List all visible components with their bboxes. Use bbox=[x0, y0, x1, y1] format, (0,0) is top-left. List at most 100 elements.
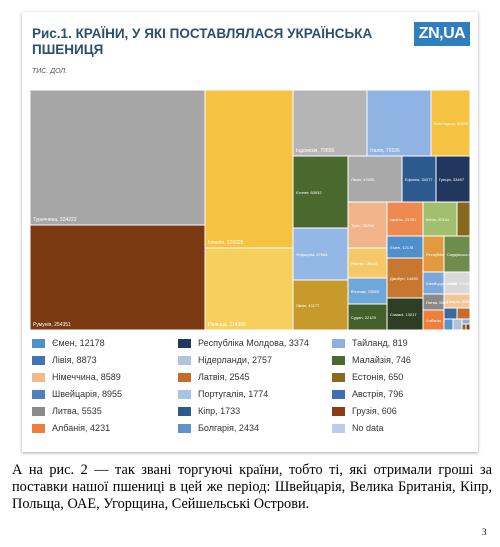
legend-label: Ємен, 12178 bbox=[52, 338, 105, 348]
legend-swatch bbox=[178, 338, 191, 348]
treemap-tile-label: Індонезія, 79658 bbox=[296, 148, 334, 154]
legend-label: Португалія, 1774 bbox=[198, 389, 269, 399]
legend-label: Республіка Молдова, 3374 bbox=[198, 338, 309, 348]
legend-swatch bbox=[332, 406, 345, 416]
legend-swatch bbox=[178, 423, 191, 433]
legend-item: No data bbox=[332, 423, 384, 433]
legend-swatch bbox=[32, 338, 45, 348]
legend-label: Лівія, 8873 bbox=[52, 355, 97, 365]
treemap-tile bbox=[461, 323, 467, 330]
treemap-tile-label: Румунія, 254351 bbox=[33, 322, 71, 328]
legend-label: Литва, 5535 bbox=[52, 406, 102, 416]
legend-label: Нідерланди, 2757 bbox=[198, 355, 272, 365]
legend-swatch bbox=[32, 372, 45, 382]
treemap-tile bbox=[292, 90, 368, 157]
legend-label: Латвія, 2545 bbox=[198, 372, 250, 382]
legend-item: Швейцарія, 8955 bbox=[32, 389, 122, 399]
legend-label: Німеччина, 8589 bbox=[52, 372, 121, 382]
legend-item: Латвія, 2545 bbox=[178, 372, 250, 382]
treemap: Туреччина, 324222 Румунія, 254351 Іспанія,… bbox=[30, 90, 470, 330]
treemap-tile-label: Ємен, 12178 bbox=[390, 245, 414, 250]
treemap-tile bbox=[461, 318, 470, 325]
legend-item: Грузія, 606 bbox=[332, 406, 397, 416]
treemap-tile-label: Сомалі, 13217 bbox=[390, 312, 417, 317]
treemap-tile bbox=[292, 155, 349, 229]
treemap-tile bbox=[456, 201, 470, 237]
treemap-tile bbox=[443, 307, 458, 320]
treemap-tile bbox=[443, 318, 454, 330]
treemap-tile-label: Литва, 5535 bbox=[426, 300, 449, 305]
legend-item: Австрія, 796 bbox=[332, 389, 403, 399]
legend-label: Швейцарія, 8955 bbox=[52, 389, 123, 399]
treemap-tile-label: Іспанія, 229325 bbox=[208, 240, 244, 246]
legend-swatch bbox=[332, 423, 345, 433]
treemap-tile bbox=[456, 307, 470, 320]
legend-item: Болгарія, 2434 bbox=[178, 423, 259, 433]
treemap-tile-label: Ліван, 43177 bbox=[296, 303, 320, 308]
legend-item: Литва, 5535 bbox=[32, 406, 102, 416]
zn-ua-logo: ZN,UA bbox=[414, 22, 470, 46]
legend-swatch bbox=[332, 372, 345, 382]
legend-item: Албанія, 4231 bbox=[32, 423, 110, 433]
legend-label: Грузія, 606 bbox=[352, 406, 397, 416]
legend-item: Лівія, 8873 bbox=[32, 355, 97, 365]
legend-item: Нідерланди, 2757 bbox=[178, 355, 272, 365]
treemap-tile-label: Кенія, 20144 bbox=[426, 217, 450, 222]
treemap-tile-label: Ефіопія, 34377 bbox=[405, 177, 433, 182]
treemap-tile-label: Ліван, 42005 bbox=[351, 177, 375, 182]
legend-label: Болгарія, 2434 bbox=[198, 423, 259, 433]
legend-swatch bbox=[178, 389, 191, 399]
treemap-tile-label: В'єтнам, 23585 bbox=[351, 289, 380, 294]
legend-swatch bbox=[178, 406, 191, 416]
treemap-tile-label: Оман, 13184 bbox=[447, 281, 470, 286]
legend-label: Кіпр, 1733 bbox=[198, 406, 241, 416]
treemap-tile bbox=[422, 201, 458, 237]
treemap-tile-label: Ізраїль, 21391 bbox=[390, 217, 417, 222]
treemap-tile-label: Албанія, 4231 bbox=[426, 318, 453, 323]
treemap-tile-label: Туніс, 30236 bbox=[351, 223, 374, 228]
treemap-tile-label: Угорщина, 47668 bbox=[296, 252, 328, 257]
treemap-tile-label: Швейцарія, 8955 bbox=[426, 281, 458, 286]
legend-item: Естонія, 650 bbox=[332, 372, 403, 382]
treemap-tile bbox=[386, 297, 424, 330]
legend-label: Естонія, 650 bbox=[352, 372, 404, 382]
chart-unit: ТИС. ДОЛ. bbox=[32, 68, 68, 75]
treemap-tile bbox=[292, 279, 349, 330]
treemap-tile bbox=[204, 247, 294, 330]
treemap-tile-label: Польща, 114366 bbox=[208, 322, 246, 328]
treemap-tile bbox=[386, 201, 424, 237]
legend-swatch bbox=[178, 372, 191, 382]
legend-swatch bbox=[332, 338, 345, 348]
legend-item: Португалія, 1774 bbox=[178, 389, 268, 399]
treemap-tile-label: Джибуті, 14893 bbox=[390, 276, 419, 281]
treemap-tile-label: Саудівська Аравія, 12499 bbox=[447, 252, 470, 257]
treemap-tile bbox=[386, 235, 424, 259]
treemap-tile bbox=[347, 247, 388, 279]
legend-swatch bbox=[178, 355, 191, 365]
legend-label: Тайланд, 819 bbox=[352, 338, 408, 348]
treemap-tile-label: Греція, 33497 bbox=[439, 177, 465, 182]
legend-item: Тайланд, 819 bbox=[332, 338, 408, 348]
legend-label: Албанія, 4231 bbox=[52, 423, 111, 433]
legend-item: Республіка Молдова, 3374 bbox=[178, 338, 309, 348]
treemap-tile bbox=[30, 90, 206, 226]
treemap-tile-label: Нігерія, 8589 bbox=[447, 299, 470, 304]
treemap-tile bbox=[465, 323, 470, 330]
treemap-tile bbox=[366, 90, 432, 157]
legend-label: Малайзія, 746 bbox=[352, 355, 411, 365]
legend-item: Кіпр, 1733 bbox=[178, 406, 240, 416]
treemap-tile-label: Італія, 70106 bbox=[370, 148, 400, 154]
legend-item: Ємен, 12178 bbox=[32, 338, 105, 348]
chart-title: Рис.1. КРАЇНИ, У ЯКІ ПОСТАВЛЯЛАСЯ УКРАЇН… bbox=[32, 26, 373, 57]
treemap-tile bbox=[30, 224, 206, 330]
legend-swatch bbox=[32, 389, 45, 399]
legend-swatch bbox=[332, 389, 345, 399]
legend-item: Малайзія, 746 bbox=[332, 355, 411, 365]
legend-swatch bbox=[32, 355, 45, 365]
page-number: 3 bbox=[482, 527, 487, 537]
legend-swatch bbox=[332, 355, 345, 365]
caption-paragraph: А на рис. 2 — так звані торгуючі країни,… bbox=[12, 462, 492, 512]
treemap-tile-label: Бангладеш, 60398 bbox=[434, 121, 469, 126]
legend-item: Німеччина, 8589 bbox=[32, 372, 121, 382]
treemap-tile bbox=[430, 90, 470, 157]
